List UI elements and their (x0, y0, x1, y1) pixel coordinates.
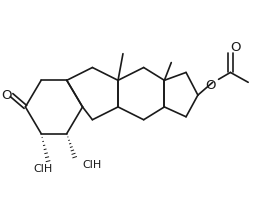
Text: ClH: ClH (83, 160, 102, 170)
Text: O: O (230, 41, 241, 54)
Text: O: O (205, 79, 216, 92)
Text: O: O (1, 89, 12, 102)
Text: ClH: ClH (33, 164, 53, 174)
